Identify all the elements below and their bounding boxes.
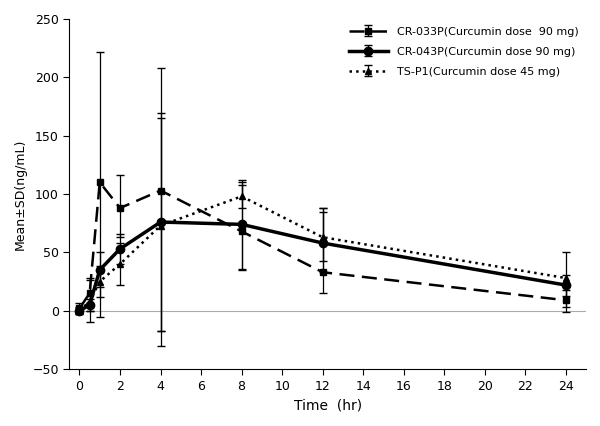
Y-axis label: Mean±SD(ng/mL): Mean±SD(ng/mL)	[14, 138, 27, 250]
X-axis label: Time  (hr): Time (hr)	[293, 398, 362, 412]
Legend: CR-033P(Curcumin dose  90 mg), CR-043P(Curcumin dose 90 mg), TS-P1(Curcumin dose: CR-033P(Curcumin dose 90 mg), CR-043P(Cu…	[344, 22, 583, 81]
